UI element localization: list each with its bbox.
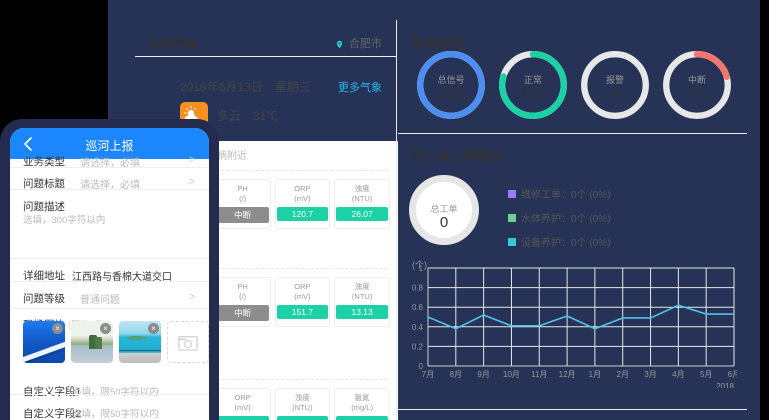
svg-text:9月: 9月 xyxy=(477,370,489,379)
svg-text:2月: 2月 xyxy=(617,370,629,379)
svg-text:11月: 11月 xyxy=(531,370,547,379)
svg-text:0.4: 0.4 xyxy=(412,323,424,332)
svg-text:6月: 6月 xyxy=(728,370,737,379)
svg-text:0.2: 0.2 xyxy=(412,342,424,351)
svg-text:5月: 5月 xyxy=(700,370,712,379)
svg-text:4月: 4月 xyxy=(672,370,684,379)
svg-text:12月: 12月 xyxy=(559,370,576,379)
svg-text:0.6: 0.6 xyxy=(412,303,424,312)
svg-text:7月: 7月 xyxy=(422,370,434,379)
svg-text:1月: 1月 xyxy=(589,370,601,379)
svg-text:2018: 2018 xyxy=(716,382,734,388)
svg-text:10月: 10月 xyxy=(503,370,520,379)
svg-text:3月: 3月 xyxy=(644,370,656,379)
svg-text:8月: 8月 xyxy=(450,370,462,379)
svg-text:0.8: 0.8 xyxy=(412,284,424,293)
